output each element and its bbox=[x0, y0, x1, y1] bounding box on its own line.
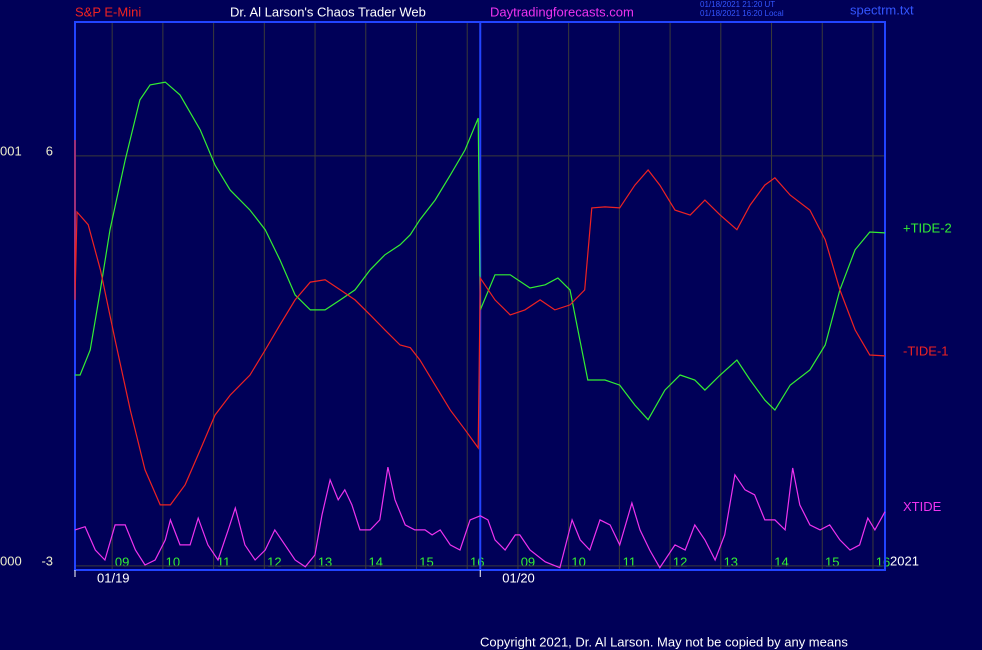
copyright: Copyright 2021, Dr. Al Larson. May not b… bbox=[480, 634, 848, 649]
series-line bbox=[74, 140, 886, 506]
site: Daytradingforecasts.com bbox=[490, 4, 634, 19]
left-label: 001 bbox=[0, 143, 22, 158]
date-label: 01/19 bbox=[97, 570, 130, 585]
left-label: 000 bbox=[0, 553, 22, 568]
x-tick-label: 12 bbox=[673, 554, 687, 569]
x-tick-label: 09 bbox=[521, 554, 535, 569]
x-tick-label: 13 bbox=[318, 554, 332, 569]
series-line bbox=[75, 81, 886, 421]
chart-title: Dr. Al Larson's Chaos Trader Web bbox=[230, 4, 426, 19]
x-tick-label: 10 bbox=[571, 554, 585, 569]
legend-label: XTIDE bbox=[903, 499, 942, 514]
legend-label: -TIDE-1 bbox=[903, 343, 949, 358]
x-tick-label: 16 bbox=[470, 554, 484, 569]
x-tick-label: 09 bbox=[115, 554, 129, 569]
y-tick-label: 6 bbox=[46, 143, 53, 158]
year-label: 2021 bbox=[890, 553, 919, 568]
x-tick-label: 13 bbox=[724, 554, 738, 569]
legend-label: +TIDE-2 bbox=[903, 220, 952, 235]
x-tick-label: 11 bbox=[623, 554, 637, 569]
timestamp: 01/18/2021 16:20 Local bbox=[700, 9, 784, 18]
x-tick-label: 12 bbox=[267, 554, 281, 569]
x-tick-label: 14 bbox=[369, 554, 383, 569]
file-name: spectrm.txt bbox=[850, 2, 914, 17]
series-line bbox=[74, 466, 886, 569]
x-tick-label: 10 bbox=[166, 554, 180, 569]
date-label: 01/20 bbox=[502, 570, 535, 585]
symbol: S&P E-Mini bbox=[75, 4, 141, 19]
x-tick-label: 14 bbox=[774, 554, 788, 569]
timestamp: 01/18/2021 21:20 UT bbox=[700, 0, 775, 9]
x-tick-label: 16 bbox=[876, 554, 890, 569]
y-tick-label: -3 bbox=[41, 553, 53, 568]
x-tick-label: 15 bbox=[419, 554, 433, 569]
x-tick-label: 15 bbox=[825, 554, 839, 569]
